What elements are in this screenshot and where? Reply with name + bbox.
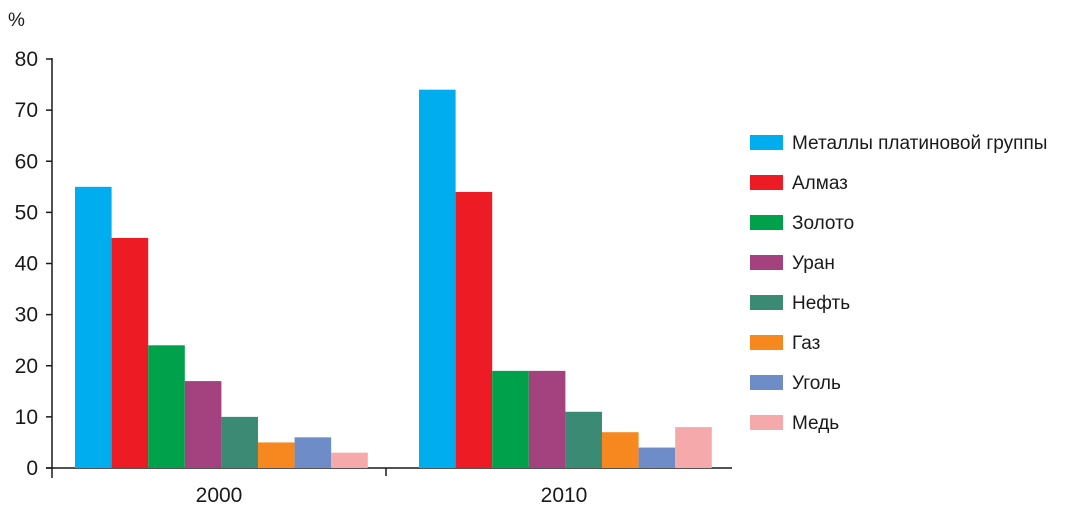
y-tick-label: 40 [15, 253, 38, 276]
y-tick-label: 60 [15, 150, 38, 173]
bar-2000-4 [184, 381, 222, 468]
y-tick-label: 10 [15, 406, 38, 429]
y-ticks: 0 10 20 30 40 50 60 70 80 [15, 48, 52, 480]
bar-2010-5 [565, 411, 602, 468]
legend-swatch [750, 135, 783, 150]
legend-swatch [750, 215, 783, 230]
bar-2000-7 [294, 437, 332, 468]
y-tick-label: 80 [15, 48, 38, 71]
legend-label: Уран [792, 253, 835, 274]
bar-2010-6 [602, 432, 639, 468]
legend-label: Уголь [792, 373, 841, 394]
legend-label: Газ [792, 333, 820, 354]
legend-label: Алмаз [792, 173, 848, 194]
bar-2000-8 [331, 452, 368, 468]
x-tick-label: 2000 [196, 484, 243, 507]
legend-label: Нефть [792, 293, 850, 314]
y-tick-label: 20 [15, 355, 38, 378]
legend-swatch [750, 335, 783, 350]
bar-2010-7 [638, 447, 676, 468]
bar-2010-3 [492, 370, 529, 468]
legend-swatch [750, 175, 783, 190]
bar-2010-8 [675, 427, 712, 468]
legend-swatch [750, 295, 783, 310]
x-tick-labels: 2000 2010 [196, 468, 588, 507]
bar-2010-2 [455, 191, 493, 469]
y-tick-label: 0 [26, 457, 38, 480]
legend-label: Медь [792, 413, 839, 434]
y-tick-label: 30 [15, 304, 38, 327]
bar-2000-2 [111, 237, 149, 468]
y-tick-label: 50 [15, 201, 38, 224]
x-tick-label: 2010 [541, 484, 588, 507]
legend-label: Золото [792, 213, 854, 234]
y-unit-label: % [8, 10, 25, 31]
y-tick-label: 70 [15, 99, 38, 122]
bars [75, 89, 712, 469]
bar-2010-4 [528, 370, 566, 468]
bar-2000-3 [148, 345, 185, 468]
bar-2010-1 [419, 89, 456, 469]
legend-swatch [750, 415, 783, 430]
legend: Металлы платиновой группы Алмаз Золото Уран… [750, 133, 1047, 434]
legend-swatch [750, 255, 783, 270]
bar-2000-6 [258, 442, 295, 468]
legend-swatch [750, 375, 783, 390]
bar-2000-5 [221, 416, 258, 468]
legend-label: Металлы платиновой группы [792, 133, 1047, 154]
bar-2000-1 [75, 186, 112, 468]
